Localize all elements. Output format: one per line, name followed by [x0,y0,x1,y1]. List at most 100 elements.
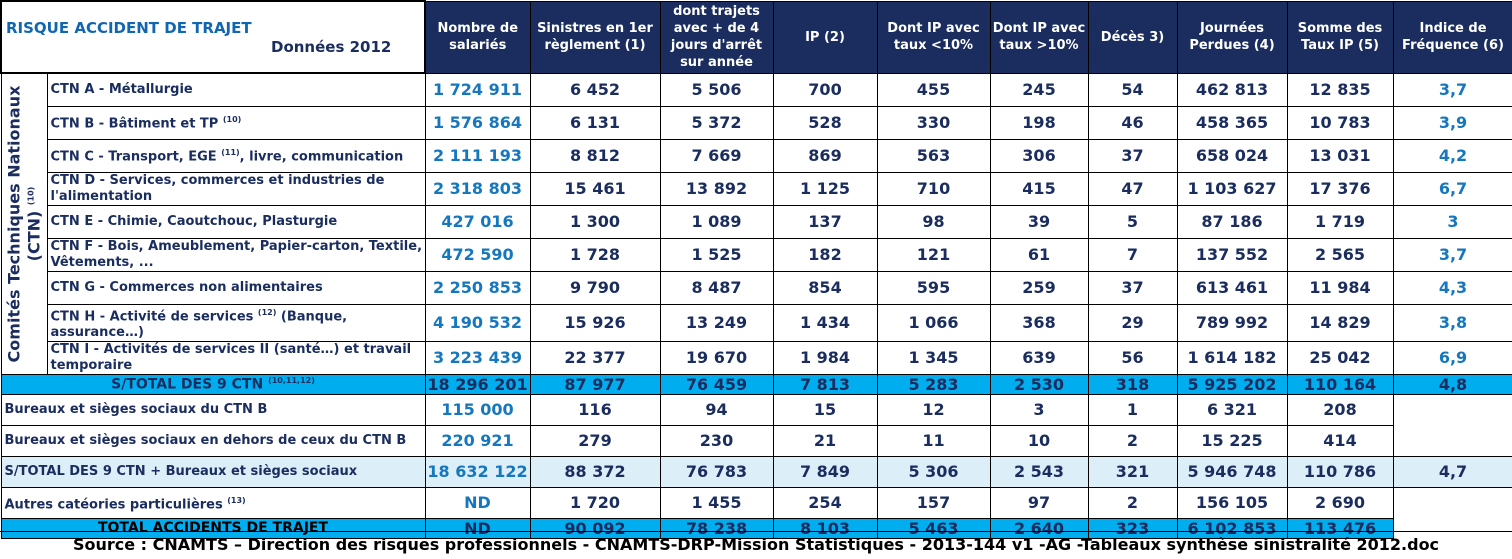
cell: 5 306 [876,455,991,488]
cell: 4,2 [1392,138,1512,173]
cell: 5 463 [876,517,991,539]
cell: 259 [989,270,1089,305]
cell: 1 089 [659,204,774,239]
cell: 156 105 [1176,486,1288,519]
cell: 245 [989,72,1089,107]
cell: 97 [989,486,1089,519]
row-label: CTN D - Services, commerces et industrie… [46,171,426,206]
col-header: IP (2) [772,0,878,74]
subtotal-row: S/TOTAL DES 9 CTN + Bureaux et sièges so… [0,455,1512,488]
cell: 4 190 532 [424,303,531,342]
cell: 563 [876,138,991,173]
cell: 658 024 [1176,138,1288,173]
cell: 427 016 [424,204,531,239]
cell: 56 [1087,340,1178,375]
cell: 1 719 [1286,204,1394,239]
cell: 10 783 [1286,105,1394,140]
cell: 462 813 [1176,72,1288,107]
cell: 323 [1087,517,1178,539]
total-label: TOTAL ACCIDENTS DE TRAJET [0,517,426,539]
cell: 1 455 [659,486,774,519]
table-row: CTN H - Activité de services (12) (Banqu… [1,303,1512,342]
cell: 4,7 [1392,455,1512,488]
row-label: CTN G - Commerces non alimentaires [46,270,426,305]
row-label: S/TOTAL DES 9 CTN + Bureaux et sièges so… [0,455,426,488]
cell: 1 [1087,393,1178,426]
cell: 137 552 [1176,237,1288,272]
cell: 17 376 [1286,171,1394,206]
cell: 6,7 [1392,171,1512,206]
cell: 2 690 [1286,486,1394,519]
cell: 137 [772,204,878,239]
cell: 3 [1392,204,1512,239]
cell: ND [424,517,531,539]
cell: 1 345 [876,340,991,375]
cell: 116 [529,393,661,426]
cell: 2 318 803 [424,171,531,206]
table-row: CTN G - Commerces non alimentaires 2 250… [1,270,1512,305]
table-row: Bureaux et sièges sociaux en dehors de c… [0,424,1512,457]
cell: 2 530 [989,373,1089,395]
cell: 321 [1087,455,1178,488]
cell: 2 543 [989,455,1089,488]
cell: 6,9 [1392,340,1512,375]
cell: 78 238 [659,517,774,539]
table-row: CTN F - Bois, Ameublement, Papier-carton… [1,237,1512,272]
cell: 1 434 [772,303,878,342]
cell: 318 [1087,373,1178,395]
cell: 1 066 [876,303,991,342]
cell: 415 [989,171,1089,206]
cell: 368 [989,303,1089,342]
total-row: TOTAL ACCIDENTS DE TRAJET ND 90 092 78 2… [0,517,1512,539]
cell: 61 [989,237,1089,272]
cell: 54 [1087,72,1178,107]
cell: 15 225 [1176,424,1288,457]
cell: 11 [876,424,991,457]
cell: 220 921 [424,424,531,457]
cell: 157 [876,486,991,519]
col-header: Nombre de salariés [424,0,531,74]
row-label: CTN B - Bâtiment et TP (10) [46,105,426,140]
cell: 39 [989,204,1089,239]
table-row: CTN B - Bâtiment et TP (10) 1 576 864 6 … [1,105,1512,140]
col-header: Somme des Taux IP (5) [1286,0,1394,74]
cell: 3,7 [1392,72,1512,107]
cell: 1 103 627 [1176,171,1288,206]
cell: 113 476 [1286,517,1394,539]
cell: 458 365 [1176,105,1288,140]
table-row: CTN D - Services, commerces et industrie… [1,171,1512,206]
cell: 87 977 [529,373,661,395]
cell: 47 [1087,171,1178,206]
cell: 6 131 [529,105,661,140]
cell: 710 [876,171,991,206]
table-row: CTN E - Chimie, Caoutchouc, Plasturgie 4… [1,204,1512,239]
cell: 198 [989,105,1089,140]
cell: 21 [772,424,878,457]
cell: 46 [1087,105,1178,140]
cell: 528 [772,105,878,140]
cell: 7 849 [772,455,878,488]
cell: 2 [1087,424,1178,457]
cell: 5 946 748 [1176,455,1288,488]
cell: 11 984 [1286,270,1394,305]
cell: 8 103 [772,517,878,539]
cell: 2 250 853 [424,270,531,305]
cell: 182 [772,237,878,272]
cell: 15 [772,393,878,426]
cell: 455 [876,72,991,107]
ctn-vertical-label: Comités Techniques Nationaux (CTN) (10) [0,72,48,375]
cell: 639 [989,340,1089,375]
cell: 110 786 [1286,455,1394,488]
cell: 2 [1087,486,1178,519]
cell: 1 125 [772,171,878,206]
cell: 18 632 122 [424,455,531,488]
cell: 37 [1087,270,1178,305]
page-title: RISQUE ACCIDENT DE TRAJET [6,19,252,37]
cell: 37 [1087,138,1178,173]
cell: 1 576 864 [424,105,531,140]
cell: 13 249 [659,303,774,342]
cell: 1 724 911 [424,72,531,107]
cell: 14 829 [1286,303,1394,342]
cell: 1 614 182 [1176,340,1288,375]
table-row: CTN I - Activités de services II (santé…… [1,340,1512,375]
